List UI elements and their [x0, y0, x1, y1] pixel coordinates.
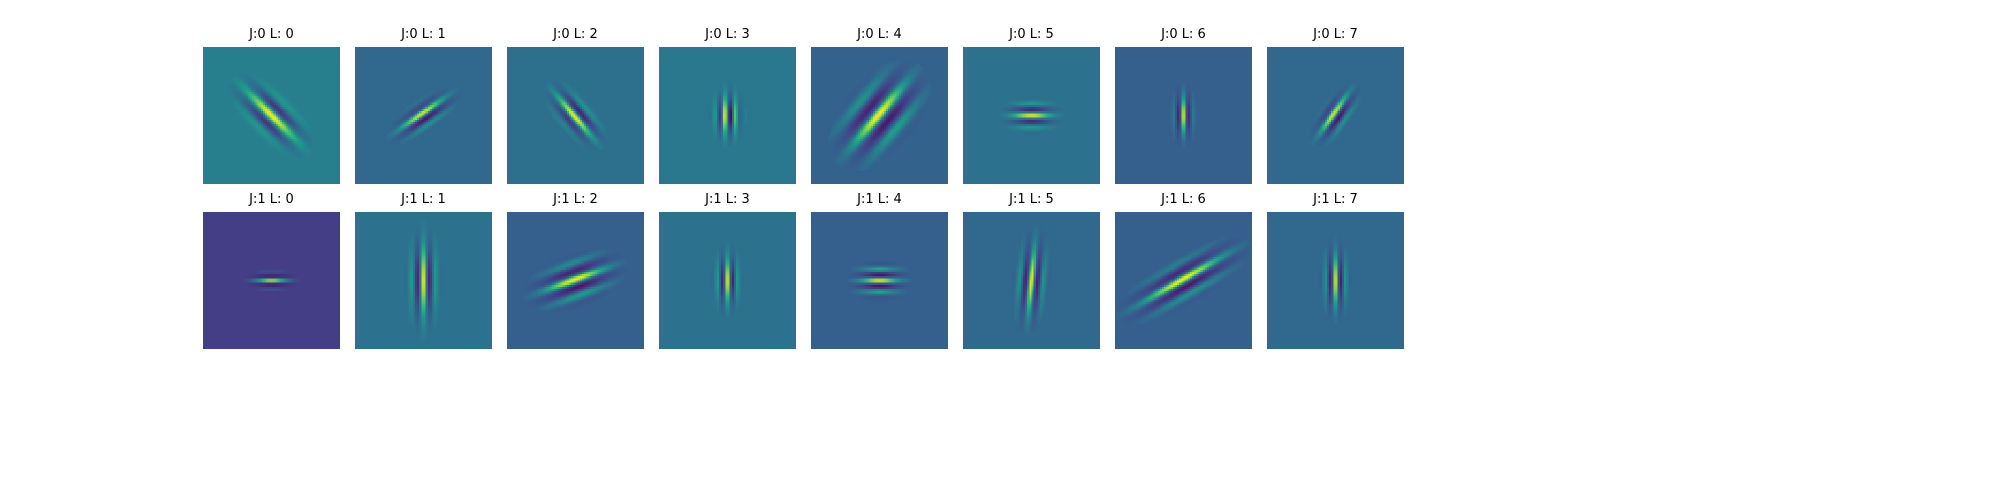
- filter-image: [659, 212, 796, 349]
- panel-title: J:0 L: 6: [1161, 27, 1206, 42]
- filter-image: [1115, 47, 1252, 184]
- filter-image: [811, 212, 948, 349]
- filter-heatmap: [811, 47, 948, 184]
- filter-image: [203, 47, 340, 184]
- panel-title: J:0 L: 2: [553, 27, 598, 42]
- filter-heatmap: [963, 47, 1100, 184]
- filter-heatmap: [355, 47, 492, 184]
- filter-heatmap: [355, 212, 492, 349]
- panel-title: J:1 L: 5: [1009, 192, 1054, 207]
- panel-title: J:1 L: 6: [1161, 192, 1206, 207]
- panel-title: J:0 L: 3: [705, 27, 750, 42]
- filter-heatmap: [203, 212, 340, 349]
- filter-heatmap: [963, 212, 1100, 349]
- filter-heatmap: [507, 212, 644, 349]
- filter-heatmap: [659, 47, 796, 184]
- panel-title: J:1 L: 2: [553, 192, 598, 207]
- panel-title: J:0 L: 4: [857, 27, 902, 42]
- filter-image: [1115, 212, 1252, 349]
- filter-heatmap: [1267, 212, 1404, 349]
- filter-image: [1267, 47, 1404, 184]
- filter-image: [963, 212, 1100, 349]
- filter-image: [507, 212, 644, 349]
- panel-title: J:0 L: 1: [401, 27, 446, 42]
- filter-image: [355, 212, 492, 349]
- filter-image: [203, 212, 340, 349]
- filter-heatmap: [1115, 47, 1252, 184]
- filter-image: [659, 47, 796, 184]
- panel-title: J:1 L: 0: [249, 192, 294, 207]
- filter-heatmap: [1115, 212, 1252, 349]
- panel-title: J:0 L: 7: [1313, 27, 1358, 42]
- filter-heatmap: [1267, 47, 1404, 184]
- panel-title: J:1 L: 1: [401, 192, 446, 207]
- panel-title: J:1 L: 3: [705, 192, 750, 207]
- filter-heatmap: [811, 212, 948, 349]
- filter-image: [507, 47, 644, 184]
- filter-grid-figure: J:0 L: 0 J:0 L: 1 J:0 L: 2 J:0 L: 3 J:0 L: 4…: [203, 27, 1404, 349]
- filter-heatmap: [659, 212, 796, 349]
- filter-heatmap: [507, 47, 644, 184]
- panel-title: J:0 L: 5: [1009, 27, 1054, 42]
- panel-title: J:0 L: 0: [249, 27, 294, 42]
- filter-image: [1267, 212, 1404, 349]
- filter-image: [963, 47, 1100, 184]
- panel-title: J:1 L: 7: [1313, 192, 1358, 207]
- panel-title: J:1 L: 4: [857, 192, 902, 207]
- filter-image: [811, 47, 948, 184]
- filter-heatmap: [203, 47, 340, 184]
- filter-image: [355, 47, 492, 184]
